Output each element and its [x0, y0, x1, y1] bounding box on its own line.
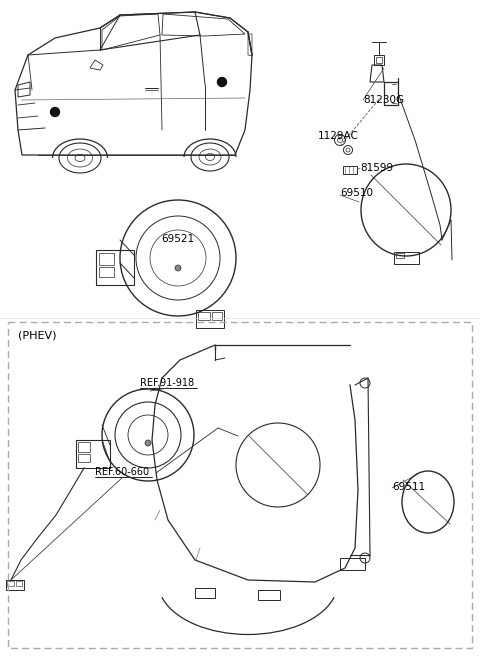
Bar [340, 558, 365, 570]
Text: 69511: 69511 [392, 482, 425, 492]
Bar [376, 57, 382, 63]
Bar [394, 252, 419, 264]
Bar [78, 442, 90, 452]
Text: 81599: 81599 [360, 163, 393, 173]
Bar [198, 312, 210, 320]
Bar [258, 590, 280, 600]
Circle shape [175, 265, 181, 271]
Bar [7, 581, 14, 586]
Bar [78, 454, 90, 462]
Circle shape [50, 108, 60, 116]
Bar [96, 250, 134, 285]
Text: REF.91-918: REF.91-918 [140, 378, 194, 388]
Circle shape [145, 440, 151, 446]
Bar [76, 440, 110, 468]
Bar [196, 310, 224, 328]
Text: 81230G: 81230G [363, 95, 404, 105]
Text: 1129AC: 1129AC [318, 131, 359, 141]
Text: REF.60-660: REF.60-660 [95, 467, 149, 477]
Bar [6, 580, 24, 590]
Bar [8, 322, 472, 648]
Text: 69521: 69521 [161, 234, 194, 244]
Text: 69510: 69510 [340, 188, 373, 198]
Bar [374, 55, 384, 65]
Bar [343, 166, 357, 174]
Text: (PHEV): (PHEV) [18, 331, 57, 341]
Bar [16, 581, 22, 586]
Bar [195, 588, 215, 598]
Circle shape [217, 78, 227, 87]
Bar [212, 312, 222, 320]
Bar [396, 253, 404, 258]
Bar [99, 267, 114, 277]
Bar [99, 253, 114, 265]
